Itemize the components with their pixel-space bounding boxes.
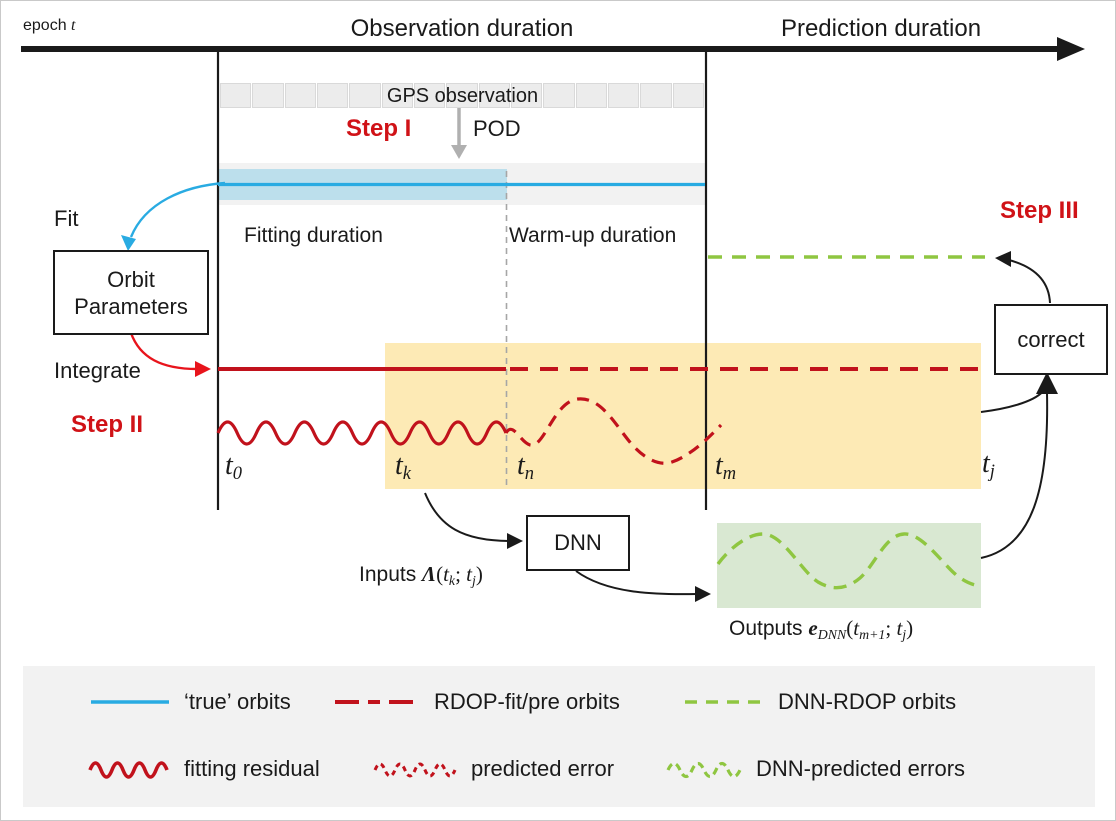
correct-box: correct	[994, 304, 1108, 375]
pod-arrowhead-icon	[451, 145, 467, 159]
dnn-box-label: DNN	[554, 530, 602, 555]
gps-cell	[252, 83, 284, 108]
gps-cell	[510, 83, 543, 108]
step-3-label: Step III	[1000, 197, 1079, 224]
time-axis-arrowhead-icon	[1057, 37, 1085, 61]
legend-item-rdop-orbits: RDOP-fit/pre orbits	[333, 687, 620, 717]
tj-label: tj	[982, 448, 995, 482]
correct-in-arrowhead-icon	[1036, 372, 1058, 394]
legend-label-fitting-residual: fitting residual	[184, 756, 320, 781]
integrate-label: Integrate	[54, 358, 141, 383]
dnn-output-window-green	[717, 523, 981, 608]
rdop-orbits-swatch-icon	[335, 700, 421, 704]
fitting-highlight-blue	[218, 169, 507, 200]
legend-label-true-orbits: ‘true’ orbits	[184, 689, 291, 714]
legend-item-dnn-rdop-orbits: DNN-RDOP orbits	[683, 687, 956, 717]
dnn-rdop-orbits-swatch-icon	[685, 700, 763, 704]
gps-observation-label: GPS observation	[386, 85, 539, 107]
correct-box-label: correct	[1017, 326, 1085, 352]
gps-cell	[349, 83, 381, 108]
t0-label: t0	[225, 450, 243, 484]
dnn-to-outputs-arrow-curve	[575, 570, 698, 596]
gps-cell	[478, 83, 510, 108]
dnn-input-window-yellow	[385, 343, 981, 489]
legend-label-dnn-predicted-errors: DNN-predicted errors	[756, 756, 966, 781]
gps-cell	[446, 83, 478, 108]
tm-label: tm	[715, 450, 737, 484]
gps-cell	[640, 83, 672, 108]
orbit-parameters-box: Orbit Parameters	[53, 250, 209, 335]
dnn-predicted-errors-swatch-icon	[666, 761, 742, 779]
correct-to-dnn-orbit-arrow-curve	[1008, 259, 1051, 304]
tk-to-dnn-arrow-curve	[424, 492, 512, 542]
pod-label: POD	[473, 116, 521, 141]
gps-cell	[413, 83, 446, 108]
gps-cell	[672, 83, 704, 108]
fit-arrow-curve	[129, 181, 226, 238]
step-1-label: Step I	[346, 115, 412, 142]
legend-item-predicted-error: predicted error	[372, 753, 614, 785]
gps-cell	[284, 83, 316, 108]
predicted-to-correct-arrow-curve	[980, 389, 1045, 413]
tk-label: tk	[395, 450, 411, 484]
gps-cell	[381, 83, 413, 108]
gps-cell	[543, 83, 575, 108]
correct-out-arrowhead-icon	[995, 251, 1011, 267]
fit-arrowhead-icon	[121, 235, 136, 251]
integrate-arrow-curve	[129, 332, 198, 371]
gps-cell	[607, 83, 640, 108]
dnn-inputs-label: Inputs Λ(tk; tj)	[359, 562, 483, 588]
legend-panel	[23, 666, 1095, 807]
true-orbits-swatch-icon	[91, 700, 169, 704]
warmup-duration-label: Warm-up duration	[509, 224, 677, 247]
dnn-to-outputs-arrowhead-icon	[695, 586, 711, 602]
dnn-outputs-label: Outputs eDNN(tm+1; tj)	[729, 616, 914, 642]
orbit-parameters-line2: Parameters	[74, 293, 188, 319]
tn-label: tn	[517, 450, 535, 484]
tk-to-dnn-arrowhead-icon	[507, 533, 523, 549]
legend-label-rdop-orbits: RDOP-fit/pre orbits	[434, 689, 620, 714]
predicted-error-swatch-icon	[373, 762, 457, 778]
gps-cell	[220, 83, 252, 108]
legend-item-dnn-predicted-errors: DNN-predicted errors	[665, 753, 965, 785]
legend-label-predicted-error: predicted error	[471, 756, 615, 781]
fitting-duration-label: Fitting duration	[244, 224, 383, 247]
gps-cell	[575, 83, 607, 108]
dnn-box: DNN	[526, 515, 630, 571]
legend-item-fitting-residual: fitting residual	[87, 753, 320, 785]
legend-item-true-orbits: ‘true’ orbits	[89, 687, 291, 717]
step-2-label: Step II	[71, 411, 144, 438]
orbit-parameters-line1: Orbit	[107, 266, 155, 292]
observation-duration-label: Observation duration	[350, 15, 574, 42]
integrate-arrowhead-icon	[195, 361, 211, 377]
gps-observation-bar	[220, 83, 705, 108]
fit-label: Fit	[54, 206, 79, 231]
epoch-axis-label: epoch t	[23, 17, 76, 34]
fitting-residual-swatch-icon	[88, 761, 169, 779]
legend-label-dnn-rdop-orbits: DNN-RDOP orbits	[778, 689, 957, 714]
gps-cell	[316, 83, 349, 108]
prediction-duration-label: Prediction duration	[780, 15, 982, 42]
